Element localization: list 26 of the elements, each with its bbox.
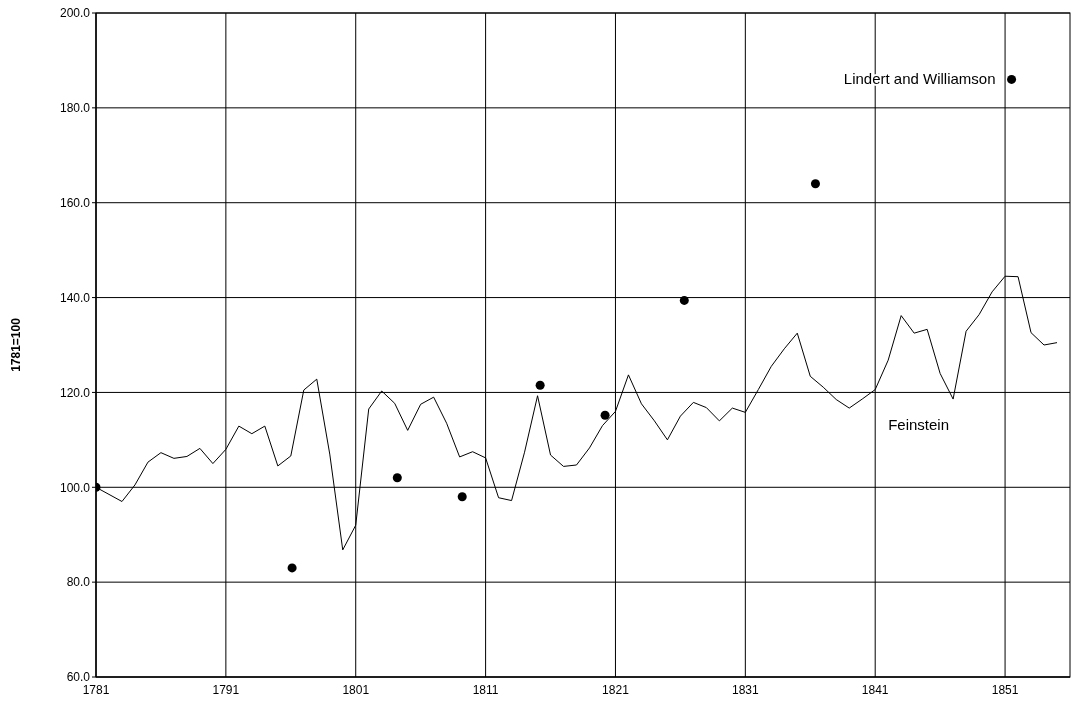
point [287,563,297,573]
y-axis-title: 1781=100 [9,317,24,372]
point [392,473,402,483]
x-tick-label: 1791 [212,682,240,697]
x-tick-label: 1841 [861,682,889,697]
point [810,179,820,189]
point [457,492,467,502]
y-tick-label: 160.0 [59,195,91,210]
point [535,380,545,390]
y-tick-label: 100.0 [59,480,91,495]
x-tick-label: 1811 [472,682,499,697]
y-tick-label: 180.0 [59,101,91,116]
x-tick-label: 1851 [991,682,1019,697]
point [679,295,689,305]
y-tick-label: 60.0 [66,670,91,685]
series-label: Feinstein [888,416,950,434]
y-tick-label: 120.0 [59,385,91,400]
y-tick-label: 200.0 [59,6,91,21]
y-tick-label: 80.0 [66,575,91,590]
x-tick-label: 1821 [602,682,630,697]
x-tick-label: 1831 [731,682,759,697]
point [1007,74,1017,84]
y-tick-label: 140.0 [59,290,91,305]
x-tick-label: 1801 [342,682,370,697]
x-tick-label: 1781 [82,682,110,697]
point [600,410,610,420]
